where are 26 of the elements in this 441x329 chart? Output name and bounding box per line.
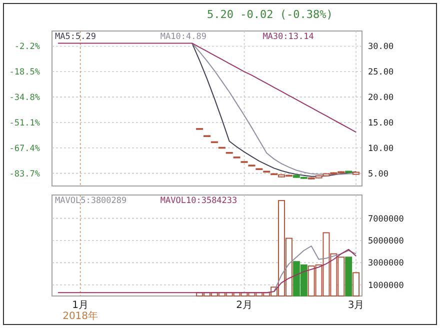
y-tick-label: 25.00 — [368, 68, 394, 78]
x-tick-label: 3月 — [348, 300, 364, 311]
y2-tick-label: -18.5% — [9, 68, 40, 78]
y2-tick-label: -34.8% — [9, 93, 40, 104]
y-tick-label: 30.00 — [368, 42, 394, 52]
x-tick-label: 1月 — [72, 300, 89, 311]
y-tick-label: 7000000 — [368, 214, 404, 224]
y-tick-label: 5.00 — [368, 169, 388, 180]
text: MA30:13.14 — [262, 32, 314, 42]
chart-subtitle: 5.20 -0.02 (-0.38%) — [207, 8, 333, 21]
y2-tick-label: -83.7% — [9, 169, 40, 180]
text: MAVOL10:3584233 — [160, 196, 238, 206]
y-tick-label: 10.00 — [368, 144, 394, 154]
y-tick-label: 5000000 — [368, 236, 404, 246]
text: MA5:5.29 — [55, 32, 96, 42]
y-tick-label: 1000000 — [368, 280, 404, 291]
y2-tick-label: -51.1% — [9, 118, 40, 128]
y2-tick-label: -2.2% — [14, 42, 40, 52]
y-tick-label: 20.00 — [368, 93, 394, 104]
series-label: MA10:4.89 — [160, 32, 206, 42]
y-tick-label: 15.00 — [368, 118, 394, 128]
y-tick-label: 3000000 — [368, 258, 404, 269]
x-tick-label: 2月 — [236, 300, 252, 311]
text: 2018年 — [62, 310, 98, 322]
y2-tick-label: -67.4% — [9, 144, 40, 154]
text: MAVOL5:3800289 — [55, 196, 127, 206]
